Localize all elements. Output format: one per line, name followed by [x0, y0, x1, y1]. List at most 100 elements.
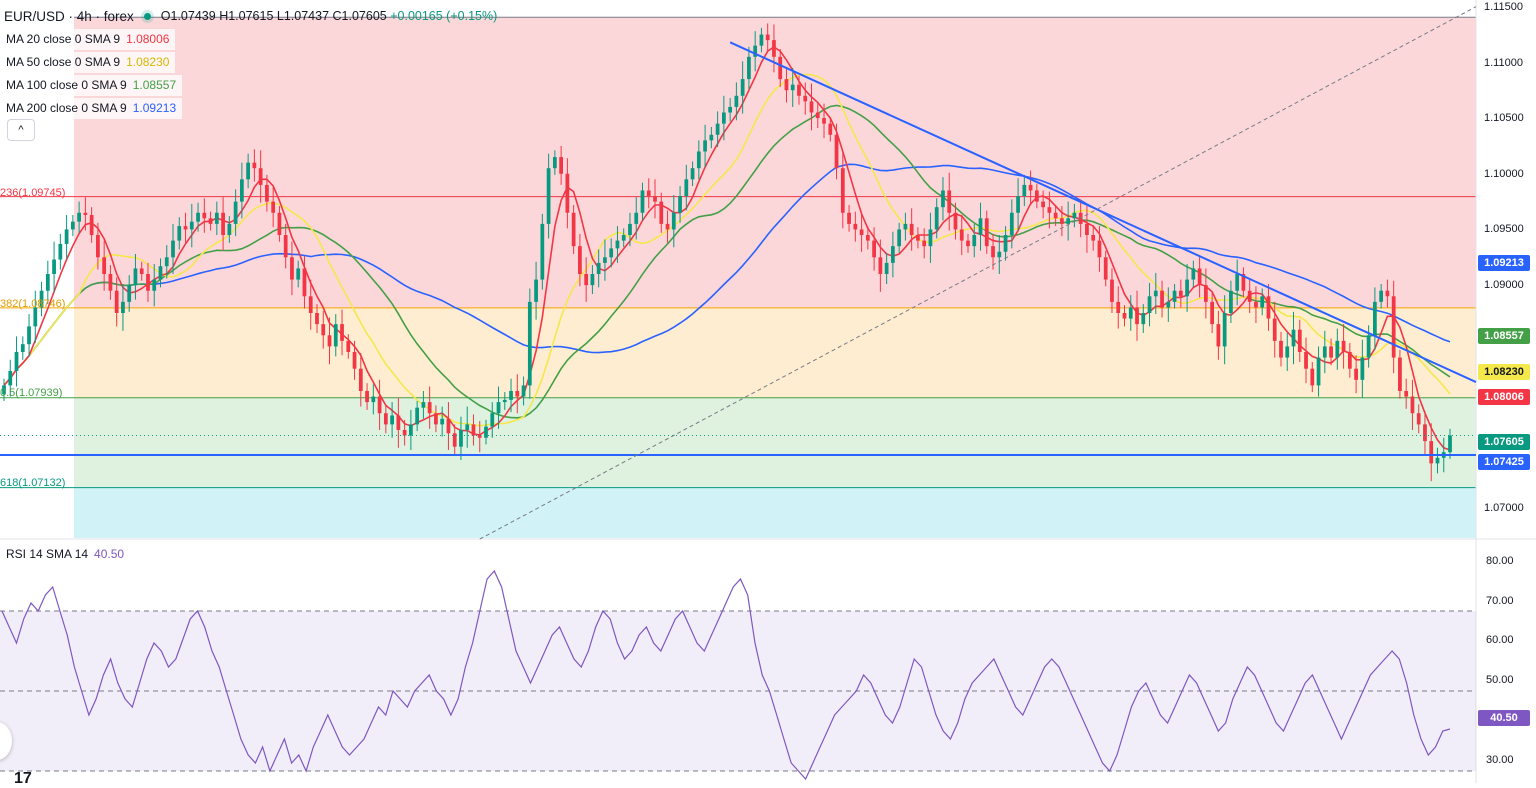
candle — [177, 226, 182, 241]
candle — [308, 296, 313, 313]
candle — [1316, 357, 1321, 386]
candle — [77, 212, 81, 222]
candle — [64, 229, 69, 244]
candle — [847, 212, 851, 224]
candle — [421, 402, 426, 408]
candle — [502, 399, 507, 403]
candle — [603, 257, 607, 263]
candle — [14, 351, 19, 371]
candle — [239, 179, 244, 202]
candle — [1448, 435, 1452, 453]
candle — [590, 274, 595, 286]
rsi-legend[interactable]: RSI 14 SMA 14 40.50 — [6, 547, 124, 561]
candle — [822, 118, 826, 124]
candle — [233, 201, 238, 224]
ohlc-open: O1.07439 — [160, 9, 216, 23]
rsi-axis-label: 50.00 — [1486, 674, 1514, 686]
candle — [221, 212, 225, 236]
candle — [916, 235, 920, 241]
candle — [315, 312, 319, 325]
rsi-axis-label: 70.00 — [1486, 595, 1514, 607]
candle — [1103, 257, 1108, 280]
candle — [759, 34, 764, 46]
chevron-up-icon: ^ — [18, 124, 24, 136]
candle — [953, 212, 958, 230]
fib-label-382: 382(1.08746) — [0, 298, 66, 310]
candle — [1285, 346, 1290, 358]
candle — [715, 123, 720, 135]
candle — [1041, 201, 1045, 208]
candle — [1016, 196, 1020, 213]
candle — [214, 212, 219, 224]
candle — [1053, 212, 1058, 219]
candle — [1022, 184, 1027, 197]
candle — [440, 418, 445, 425]
candle — [1172, 290, 1177, 302]
ohlc-high: H1.07615 — [219, 9, 274, 23]
candle — [928, 229, 933, 247]
candle — [1235, 274, 1240, 291]
candle — [1360, 357, 1365, 380]
price-tag-ma200: 1.09213 — [1478, 255, 1530, 271]
candle — [258, 168, 263, 185]
downtrend-line — [729, 41, 1477, 383]
candle — [1291, 329, 1296, 347]
legend-ma200-value: 1.09213 — [132, 101, 177, 115]
candle — [1091, 235, 1096, 241]
candle — [33, 307, 38, 327]
legend-ma100[interactable]: MA 100 close 0 SMA 9 1.08557 — [0, 75, 183, 96]
candle — [152, 279, 157, 291]
candle — [684, 179, 689, 197]
price-axis-label: 1.07000 — [1484, 502, 1524, 514]
legend-ma50[interactable]: MA 50 close 0 SMA 9 1.08230 — [0, 52, 176, 73]
legend-ma20[interactable]: MA 20 close 0 SMA 9 1.08006 — [0, 29, 176, 50]
price-axis-label: 1.11500 — [1484, 1, 1523, 13]
candle — [540, 223, 545, 280]
candle — [609, 248, 614, 258]
candle — [465, 424, 470, 430]
symbol-header: EUR/USD · 4h · forex O1.07439 H1.07615 L… — [4, 7, 497, 25]
candle — [728, 106, 733, 113]
candle — [114, 290, 119, 313]
candle — [640, 190, 645, 213]
candle — [409, 424, 413, 436]
rsi-line — [1, 569, 1451, 781]
candle — [534, 279, 538, 302]
legend-ma100-value: 1.08557 — [132, 78, 177, 92]
candle — [2, 385, 6, 395]
candle — [8, 370, 13, 386]
candle — [1141, 312, 1146, 325]
candle — [1197, 268, 1202, 286]
candle — [277, 212, 282, 236]
candle — [709, 134, 714, 141]
candle — [146, 274, 150, 291]
candle — [102, 257, 107, 275]
symbol-title[interactable]: EUR/USD · 4h · forex — [4, 8, 134, 24]
rsi-axis-label: 80.00 — [1486, 555, 1514, 567]
ma-line — [3, 104, 1451, 419]
candle — [196, 212, 200, 222]
floating-action-button[interactable] — [0, 722, 12, 760]
candle — [596, 262, 601, 275]
collapse-legend-button[interactable]: ^ — [7, 119, 35, 141]
candle — [559, 157, 563, 174]
candle — [740, 79, 745, 96]
candle — [496, 402, 501, 414]
candle — [772, 40, 776, 57]
legend-ma200[interactable]: MA 200 close 0 SMA 9 1.09213 — [0, 98, 183, 119]
candle — [671, 212, 676, 230]
candle — [1060, 218, 1064, 224]
candle — [390, 415, 394, 425]
candle — [891, 246, 895, 263]
candle — [509, 390, 513, 400]
candle — [121, 301, 125, 313]
candle — [1122, 312, 1127, 319]
legend-ma50-label: MA 50 close 0 SMA 9 — [6, 55, 121, 69]
candle — [490, 413, 495, 427]
candle — [327, 335, 332, 347]
candle — [1034, 190, 1039, 202]
candle — [1335, 340, 1340, 358]
candle — [52, 259, 56, 275]
candle — [1404, 390, 1409, 397]
